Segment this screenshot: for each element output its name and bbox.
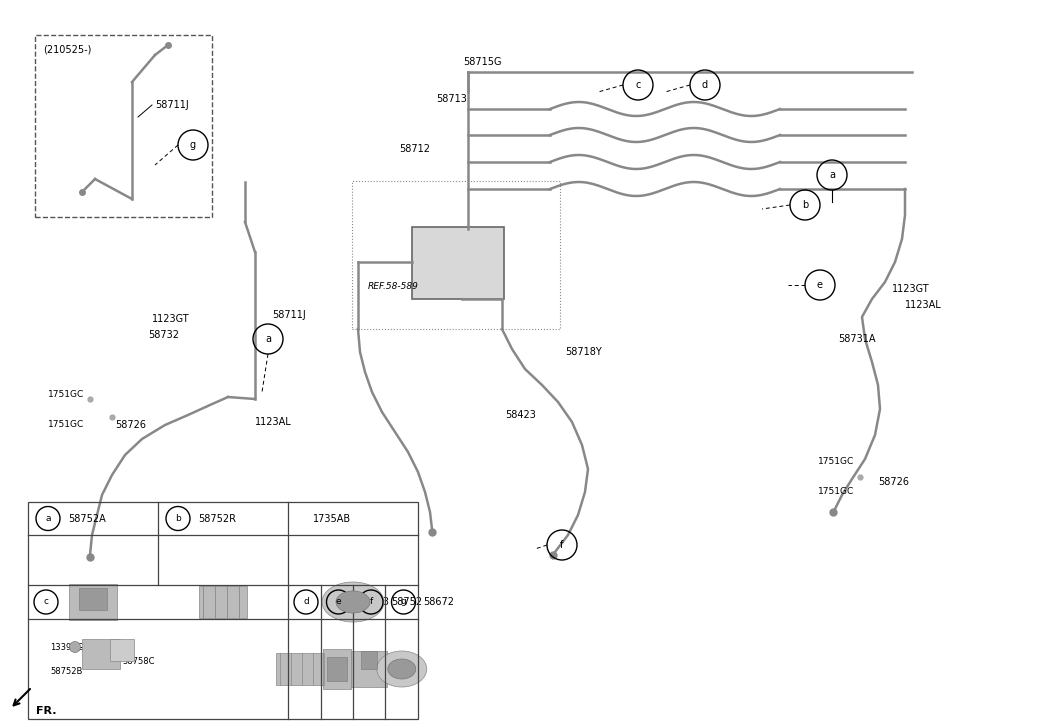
Text: 58711J: 58711J <box>272 310 306 320</box>
Text: 58752: 58752 <box>391 597 422 607</box>
Ellipse shape <box>388 659 416 679</box>
Bar <box>35 35 212 217</box>
Text: FR.: FR. <box>36 706 56 716</box>
Bar <box>109 639 134 661</box>
Text: c: c <box>44 598 49 606</box>
Text: e: e <box>336 598 341 606</box>
Text: 58731A: 58731A <box>838 334 876 344</box>
Bar <box>361 651 377 669</box>
Text: REF.58-589: REF.58-589 <box>368 282 419 291</box>
Text: 58753: 58753 <box>358 597 389 607</box>
Text: 58712: 58712 <box>400 144 431 154</box>
Text: c: c <box>636 80 641 90</box>
Text: e: e <box>817 280 823 290</box>
Text: 58726: 58726 <box>878 477 909 487</box>
Text: 58757C: 58757C <box>326 597 364 607</box>
Text: 58672: 58672 <box>423 597 455 607</box>
Ellipse shape <box>336 591 370 613</box>
Bar <box>276 653 333 685</box>
Bar <box>82 639 120 669</box>
Text: f: f <box>369 598 373 606</box>
Text: d: d <box>702 80 708 90</box>
Text: 1123GT: 1123GT <box>892 284 930 294</box>
Text: (210525-): (210525-) <box>43 45 91 55</box>
Text: 58732: 58732 <box>148 330 179 340</box>
Bar <box>28 502 418 719</box>
Bar <box>412 227 504 299</box>
Text: b: b <box>175 514 181 523</box>
Text: 58423: 58423 <box>505 410 536 420</box>
Text: 58715G: 58715G <box>462 57 502 67</box>
Text: 58711J: 58711J <box>155 100 189 110</box>
Text: 1735AB: 1735AB <box>313 513 351 523</box>
Text: 58713: 58713 <box>437 94 468 104</box>
Bar <box>352 181 560 329</box>
Text: 58752B: 58752B <box>50 667 82 677</box>
Text: a: a <box>265 334 271 344</box>
Bar <box>69 584 117 620</box>
Bar <box>351 651 387 687</box>
Text: 1751GC: 1751GC <box>48 420 84 430</box>
Text: a: a <box>46 514 51 523</box>
Text: 1123AL: 1123AL <box>255 417 291 427</box>
Text: 58726: 58726 <box>115 420 146 430</box>
Text: 1751GC: 1751GC <box>819 488 855 497</box>
Text: 58718Y: 58718Y <box>566 347 602 357</box>
Text: 1339CC: 1339CC <box>50 643 83 651</box>
Bar <box>323 649 351 689</box>
Text: 1123AL: 1123AL <box>905 300 942 310</box>
Bar <box>79 588 107 610</box>
Ellipse shape <box>322 582 384 622</box>
Circle shape <box>69 641 81 653</box>
Text: g: g <box>401 598 406 606</box>
Text: a: a <box>829 170 836 180</box>
Text: b: b <box>802 200 808 210</box>
Text: 58752A: 58752A <box>68 513 105 523</box>
Ellipse shape <box>376 651 426 687</box>
Text: g: g <box>190 140 196 150</box>
Text: f: f <box>560 540 563 550</box>
Text: 1751GC: 1751GC <box>819 457 855 467</box>
Text: 58758C: 58758C <box>122 657 154 667</box>
Bar <box>326 657 347 681</box>
Text: d: d <box>303 598 309 606</box>
Text: 1751GC: 1751GC <box>48 390 84 400</box>
Text: 1123GT: 1123GT <box>152 314 189 324</box>
Text: 58752R: 58752R <box>198 513 236 523</box>
Bar <box>199 586 247 618</box>
